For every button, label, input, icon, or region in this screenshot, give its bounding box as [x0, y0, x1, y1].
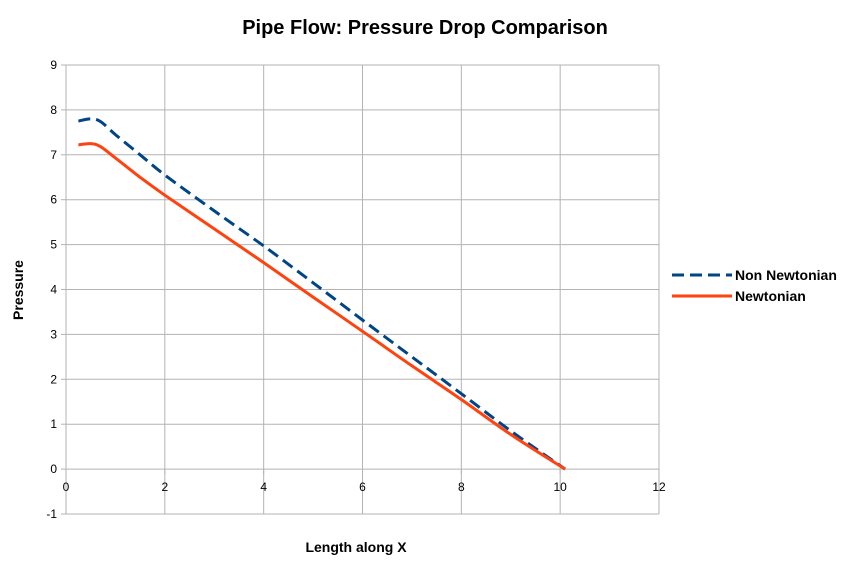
series-line-non-newtonian [78, 117, 566, 471]
x-tick-label: 2 [161, 480, 168, 494]
x-tick-label: 12 [652, 480, 666, 494]
y-tick-label: 9 [50, 58, 57, 72]
series-line-newtonian [78, 142, 566, 471]
legend: Non Newtonian Newtonian [672, 267, 837, 304]
x-tick-label: 10 [553, 480, 567, 494]
x-tick-label: 0 [63, 480, 70, 494]
series-lines [78, 117, 566, 471]
y-tick-label: 3 [50, 327, 57, 341]
y-tick-label: 7 [50, 148, 57, 162]
x-tick-label: 8 [458, 480, 465, 494]
axes [61, 64, 660, 515]
grid [65, 64, 660, 515]
x-axis-label: Length along X [305, 539, 407, 555]
y-tick-label: 8 [50, 103, 57, 117]
legend-label: Newtonian [735, 288, 806, 304]
y-tick-label: 2 [50, 372, 57, 386]
x-tick-label: 4 [260, 480, 267, 494]
y-axis-label: Pressure [10, 260, 26, 320]
y-tick-label: -1 [46, 507, 57, 521]
x-tick-label: 6 [359, 480, 366, 494]
chart-title: Pipe Flow: Pressure Drop Comparison [242, 17, 608, 39]
y-tick-label: 6 [50, 193, 57, 207]
y-tick-label: 0 [50, 462, 57, 476]
y-tick-label: 1 [50, 417, 57, 431]
legend-label: Non Newtonian [735, 267, 837, 283]
y-tick-label: 5 [50, 238, 57, 252]
y-tick-label: 4 [50, 283, 57, 297]
